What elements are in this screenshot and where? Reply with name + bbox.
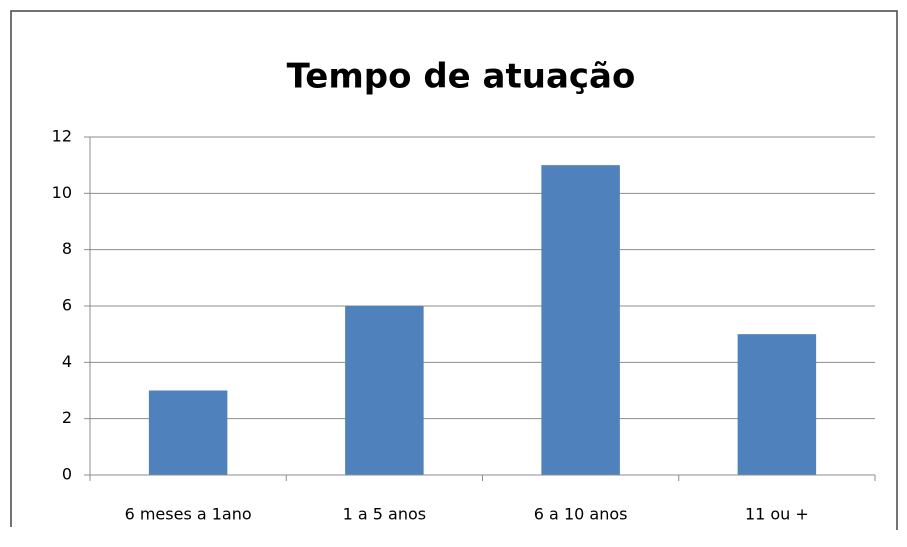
y-tick-label: 8 (62, 239, 72, 258)
y-tick-label: 6 (62, 296, 72, 315)
x-tick-label: 1 a 5 anos (343, 505, 427, 524)
bar (737, 334, 817, 475)
x-tick-label: 11 ou + (745, 505, 809, 524)
y-tick-label: 12 (52, 127, 72, 146)
x-tick-label: 6 a 10 anos (534, 505, 628, 524)
chart-title: Tempo de atuação (287, 57, 636, 97)
x-tick-label: 6 meses a 1ano (125, 505, 252, 524)
bar (148, 390, 228, 475)
y-tick-label: 2 (62, 408, 72, 427)
bar (345, 306, 424, 475)
y-tick-label: 10 (52, 183, 72, 202)
chart-frame (10, 10, 898, 530)
y-tick-label: 0 (62, 465, 72, 484)
bar (541, 165, 620, 475)
y-tick-label: 4 (62, 352, 72, 371)
